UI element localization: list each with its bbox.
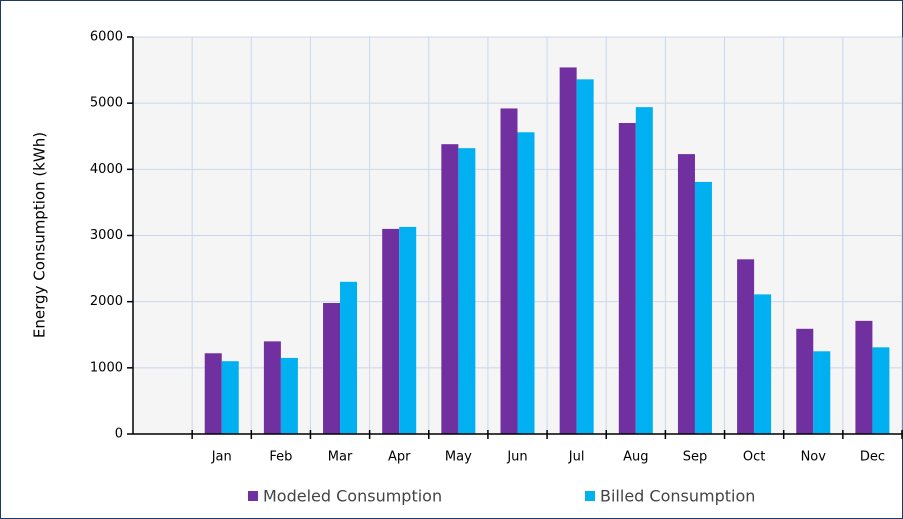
bar	[500, 108, 518, 435]
x-tick-label: Nov	[801, 450, 827, 465]
y-tick-label: 6000	[90, 30, 123, 45]
bar	[382, 228, 400, 434]
x-tick-label: Feb	[269, 450, 292, 465]
bar	[458, 148, 476, 434]
x-tick-label: Dec	[860, 450, 885, 465]
x-tick-label: Jan	[211, 450, 232, 465]
x-tick-label: Sep	[683, 450, 708, 465]
legend-label: Modeled Consumption	[263, 487, 442, 506]
y-tick-label: 3000	[90, 228, 123, 243]
y-tick-label: 2000	[90, 294, 123, 309]
bar	[517, 132, 535, 434]
bar	[559, 67, 577, 434]
bar	[618, 123, 636, 435]
x-tick-label: Oct	[743, 450, 765, 465]
legend-label: Billed Consumption	[600, 487, 755, 506]
legend-swatch	[585, 491, 595, 501]
y-tick-label: 5000	[90, 96, 123, 111]
bar	[677, 154, 695, 435]
bar	[340, 281, 358, 434]
x-tick-label: May	[445, 450, 472, 465]
y-tick-label: 4000	[90, 162, 123, 177]
bar	[323, 302, 341, 434]
bar	[796, 328, 814, 434]
y-tick-label: 0	[115, 427, 123, 442]
bar	[872, 347, 890, 434]
x-tick-label: Jul	[568, 450, 585, 465]
bar	[635, 107, 653, 435]
x-tick-label: Jun	[506, 450, 527, 465]
bar	[576, 79, 594, 434]
bar	[280, 357, 298, 434]
bar	[855, 320, 873, 434]
bar	[399, 226, 417, 434]
bar	[694, 181, 712, 434]
x-tick-label: Apr	[388, 450, 411, 465]
bar	[204, 353, 222, 434]
bar	[737, 259, 755, 434]
y-tick-label: 1000	[90, 360, 123, 375]
x-tick-label: Aug	[623, 450, 648, 465]
bar	[813, 351, 831, 434]
legend-swatch	[248, 491, 258, 501]
y-axis-label: Energy Consumption (kWh)	[31, 132, 49, 338]
bar	[754, 294, 772, 434]
bar	[263, 341, 281, 434]
bar	[441, 144, 459, 434]
bar	[221, 361, 239, 434]
x-tick-label: Mar	[328, 450, 353, 465]
